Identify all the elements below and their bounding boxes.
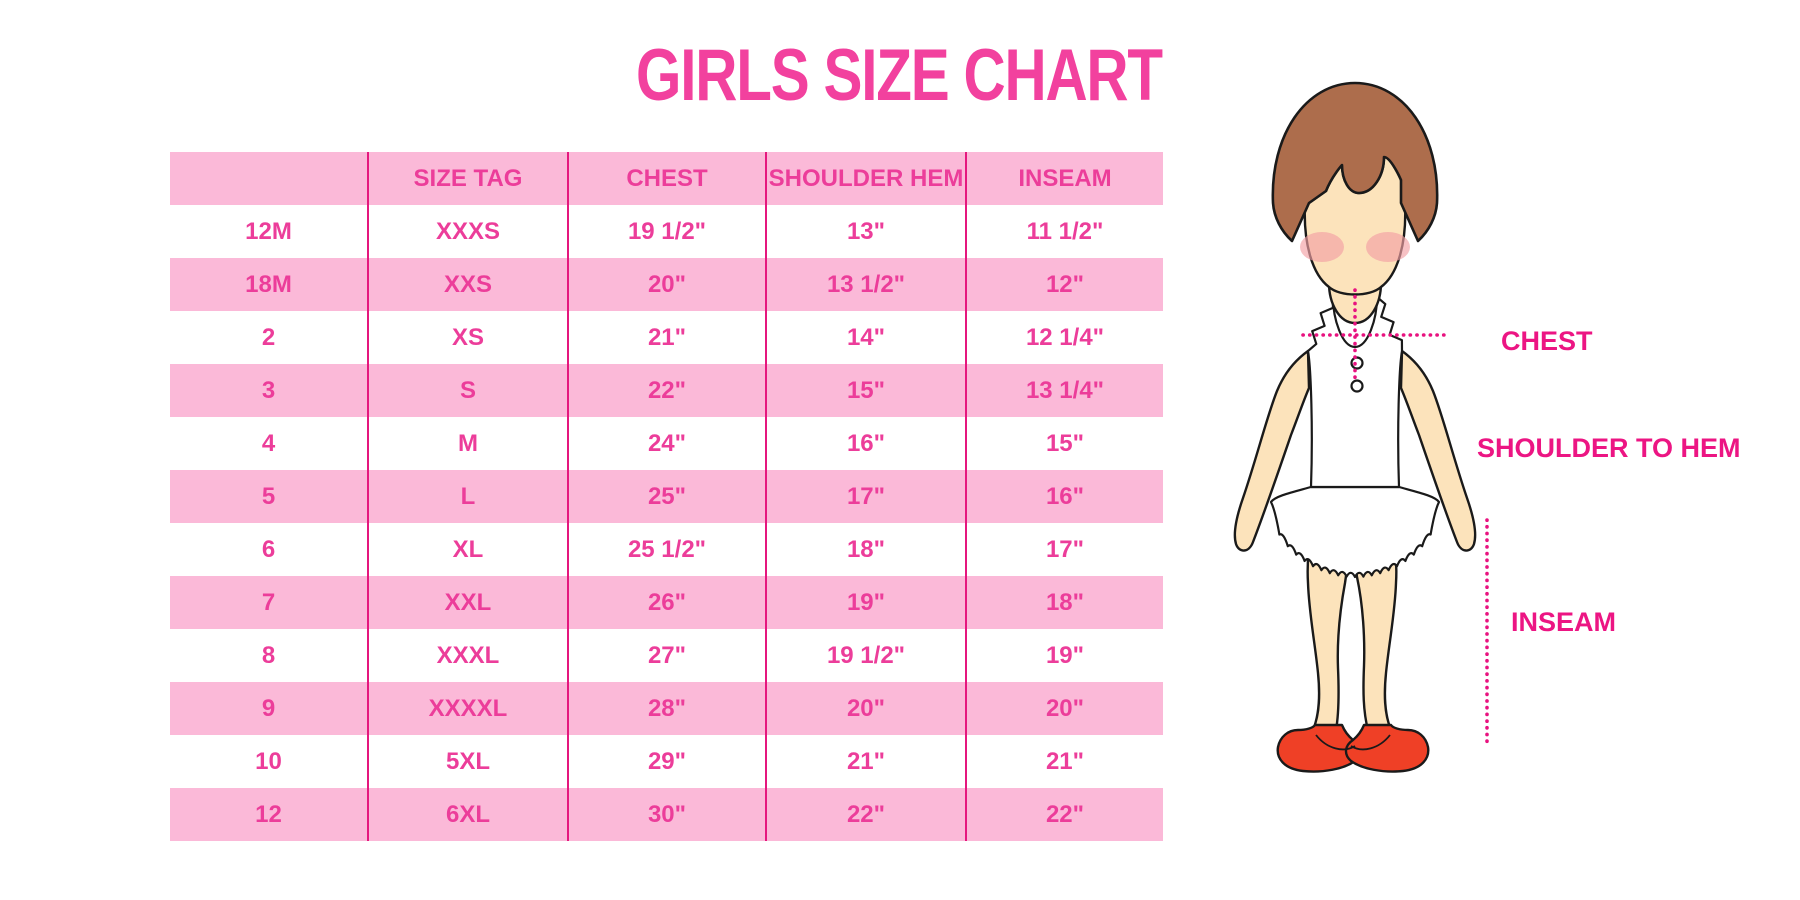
svg-text:SHOULDER TO HEM: SHOULDER TO HEM	[1477, 433, 1741, 463]
svg-text:CHEST: CHEST	[1501, 326, 1593, 356]
svg-text:INSEAM: INSEAM	[1511, 607, 1616, 637]
